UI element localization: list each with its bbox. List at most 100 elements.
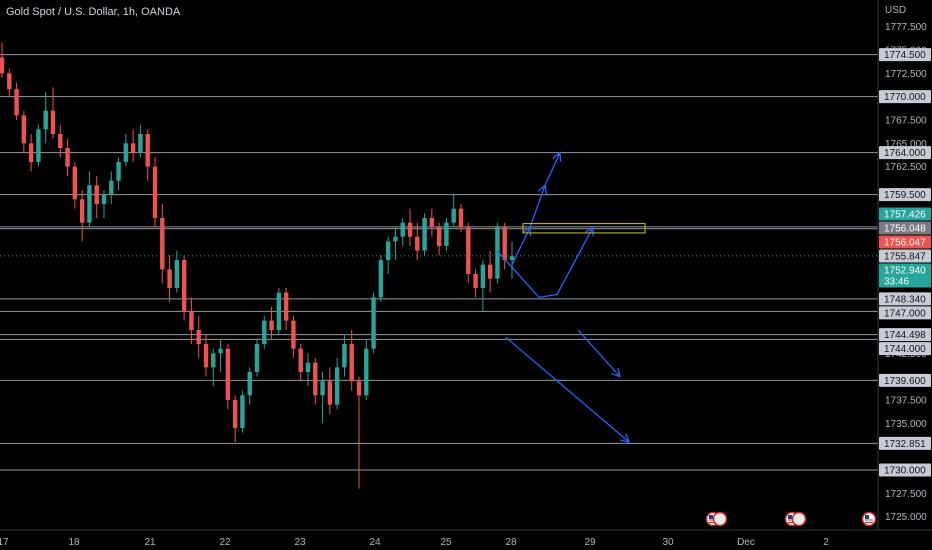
candles: [0, 42, 515, 489]
price-tag-label: 1732.851: [884, 439, 926, 450]
time-tick-label: 28: [505, 537, 517, 548]
candle-body: [480, 264, 486, 288]
candle-body: [349, 344, 354, 382]
candle-body: [28, 143, 34, 162]
candle-body: [247, 372, 252, 396]
time-tick-label: 24: [369, 537, 381, 548]
candle-body: [14, 89, 19, 116]
price-tag: [879, 249, 931, 263]
price-tag: [879, 48, 931, 62]
price-tag-label: 1757.426: [884, 210, 926, 221]
candle-body: [109, 180, 114, 195]
price-tag-label: 1759.500: [884, 190, 926, 201]
price-tag-label: 1774.500: [884, 50, 926, 61]
candle-body: [174, 260, 180, 288]
price-tag-label: 1755.847: [884, 252, 926, 263]
candle-body: [211, 353, 216, 368]
candle-body: [58, 134, 63, 148]
price-tag-label: 1730.000: [884, 466, 926, 477]
time-tick-label: 2: [823, 537, 829, 548]
price-tag-label: 1744.000: [884, 344, 926, 355]
price-tag-label: 1748.340: [884, 294, 926, 305]
candle-body: [72, 166, 78, 200]
price-tag: [879, 188, 931, 202]
price-tag-label: 1747.000: [884, 308, 926, 319]
price-tick-label: 1725.000: [885, 512, 927, 523]
highlight-box: [522, 223, 646, 234]
projection-mid-path: [496, 227, 594, 299]
candle-body: [429, 218, 435, 228]
candle-body: [87, 185, 92, 223]
us-flag-icon[interactable]: [712, 511, 728, 527]
drawings: [496, 151, 646, 443]
currency-label: USD: [885, 5, 906, 16]
price-tag: [879, 146, 931, 160]
candle-body: [466, 227, 471, 274]
flag-canton: [865, 515, 869, 519]
candle-body: [94, 185, 99, 204]
price-tag: [879, 306, 931, 320]
candle-body: [218, 348, 223, 354]
candle-body: [43, 110, 48, 130]
candle-body: [291, 320, 296, 349]
candle-body: [385, 241, 391, 260]
candle-body: [320, 381, 325, 396]
chart-title: Gold Spot / U.S. Dollar, 1h, OANDA: [6, 6, 181, 18]
price-tick-label: 1767.500: [885, 116, 927, 127]
price-tag: [879, 373, 931, 387]
candle-body: [225, 348, 231, 400]
event-markers[interactable]: [705, 511, 877, 527]
candle-body: [232, 400, 238, 428]
price-tag: [879, 207, 931, 221]
candle-body: [65, 148, 70, 167]
candle-body: [145, 134, 150, 167]
arrowhead-icon: [552, 151, 562, 162]
price-tick-label: 1777.500: [885, 22, 927, 33]
time-tick-label: 22: [219, 537, 231, 548]
price-tag: [879, 328, 931, 342]
time-tick-label: 25: [440, 537, 452, 548]
price-tick-label: 1772.500: [885, 69, 927, 80]
candle-body: [422, 218, 427, 251]
candle-body: [364, 348, 369, 396]
candle-body: [50, 110, 56, 134]
candle-body: [167, 269, 172, 288]
time-tick-label: 29: [584, 537, 596, 548]
countdown-label: 33:46: [884, 277, 909, 288]
price-tag: [879, 263, 931, 288]
time-tick-label: 21: [144, 537, 156, 548]
price-tag: [879, 221, 931, 235]
candle-body: [356, 381, 362, 396]
candle-body: [262, 320, 267, 344]
candle-body: [123, 143, 129, 162]
candle-body: [371, 297, 376, 349]
candle-body: [181, 260, 187, 312]
price-tick-label: 1762.500: [885, 162, 927, 173]
candle-body: [283, 292, 289, 321]
candle-body: [458, 208, 464, 228]
price-tags: 1774.500 1770.000 1764.000 1759.500 1757.426…: [879, 48, 931, 477]
price-tag-label: 1744.498: [884, 330, 926, 341]
candle-body: [138, 134, 143, 153]
candle-body: [160, 218, 165, 270]
price-tag: [879, 235, 931, 249]
us-flag-icon[interactable]: [791, 511, 807, 527]
candle-body: [305, 362, 311, 372]
candle-body: [101, 194, 107, 204]
price-tick-label: 1727.500: [885, 489, 927, 500]
projection-down-arrow: [505, 336, 630, 443]
candle-body: [189, 311, 194, 330]
candle-body: [451, 208, 456, 223]
time-tick-label: 17: [0, 537, 9, 548]
candle-body: [313, 362, 318, 396]
price-tag: [879, 436, 931, 450]
candle-body: [342, 344, 347, 368]
time-tick-label: 18: [68, 537, 80, 548]
candle-body: [276, 292, 282, 330]
price-tag-label: 1770.000: [884, 92, 926, 103]
price-tag-label: 1739.600: [884, 376, 926, 387]
candle-body: [240, 395, 245, 428]
flag-canton: [788, 515, 792, 519]
time-axis[interactable]: 17 18 21 22 23 24 25 28 29 30 Dec 2: [0, 537, 829, 548]
